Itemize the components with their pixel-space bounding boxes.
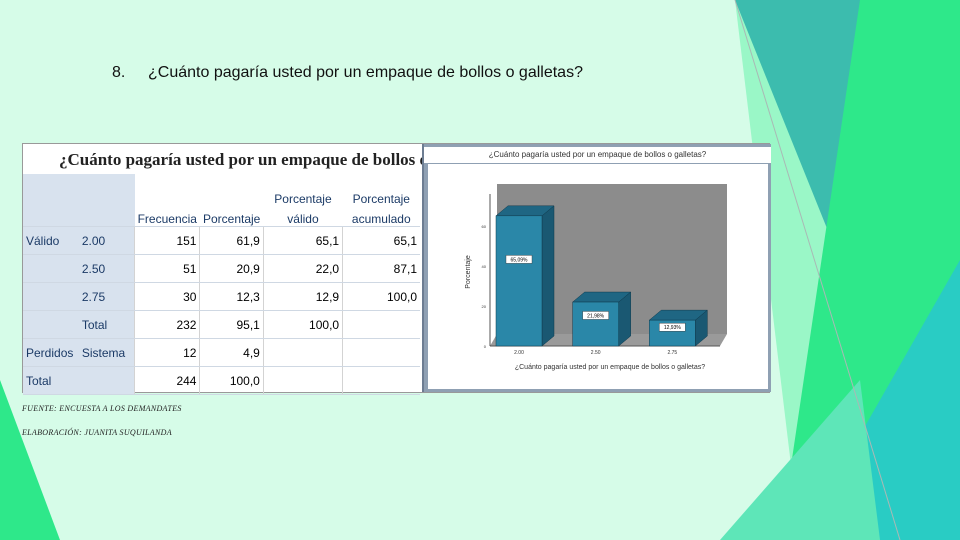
bars-group: 65,09% 21,98% 12,93%	[495, 205, 709, 347]
col-header-porcentaje-acumulado: Porcentaje acumulado	[342, 174, 420, 227]
y-axis-label: Porcentaje	[465, 255, 472, 289]
deco-shape-left-green	[0, 380, 60, 540]
y-tick-label: 0	[484, 344, 487, 349]
y-tick-label: 60	[482, 224, 487, 229]
col-header-porcentaje: Porcentaje	[199, 174, 264, 227]
plot-backwall	[497, 184, 727, 334]
deco-shape-right-low	[720, 380, 880, 540]
x-axis-ticks: 2.00 2.50 2.75	[514, 350, 677, 356]
bar-front	[495, 215, 543, 347]
table-row: 2.75 30 12,3 12,9 100,0	[23, 282, 420, 311]
x-tick-label: 2.00	[514, 350, 524, 356]
table-row: Válido 2.00 151 61,9 65,1 65,1	[23, 226, 420, 255]
slide-number: 8.	[112, 64, 126, 81]
bar-front	[572, 301, 619, 347]
bar-side	[541, 205, 555, 347]
frequency-table-panel: ¿Cuánto pagaría usted por un empaque de …	[23, 144, 496, 395]
col-header-frecuencia: Frecuencia	[134, 174, 200, 227]
credit-note: ELABORACIÓN: JUANITA SUQUILANDA	[22, 428, 172, 437]
y-tick-label: 40	[482, 264, 487, 269]
bar-chart-panel: ¿Cuánto pagaría usted por un empaque de …	[422, 144, 771, 392]
data-label: 21,98%	[587, 313, 605, 319]
source-notes: FUENTE: ENCUESTA A LOS DEMANDATES ELABOR…	[22, 404, 182, 452]
data-label: 65,09%	[511, 257, 529, 263]
frequency-table: Frecuencia Porcentaje Porcentaje válido P…	[23, 174, 420, 395]
figure-panel: ¿Cuánto pagaría usted por un empaque de …	[22, 143, 771, 395]
bar-chart: 0 20 40 60 Porcentaje 65,09% 21,98% 12,93% 2.…	[428, 164, 768, 389]
chart-title: ¿Cuánto pagaría usted por un empaque de …	[424, 147, 771, 163]
x-tick-label: 2.50	[591, 350, 601, 356]
data-label-box	[659, 322, 686, 332]
col-header-porcentaje-valido: Porcentaje válido	[263, 174, 343, 227]
table-row: Total 244 100,0	[23, 366, 420, 395]
deco-line	[734, 0, 901, 540]
table-title: ¿Cuánto pagaría usted por un empaque de …	[59, 150, 496, 169]
bar-2.75: 12,93%	[648, 309, 709, 347]
data-label-box	[505, 255, 533, 264]
table-row: 2.50 51 20,9 22,0 87,1	[23, 254, 420, 283]
table-row: Total 232 95,1 100,0	[23, 310, 420, 339]
slide-heading: 8. ¿Cuánto pagaría usted por un empaque d…	[112, 64, 583, 82]
x-axis-label: ¿Cuánto pagaría usted por un empaque de …	[515, 364, 705, 371]
data-label: 12,93%	[664, 325, 682, 331]
bar-2.50: 21,98%	[571, 291, 632, 347]
data-label-box	[582, 311, 609, 320]
table-row: Perdidos Sistema 12 4,9	[23, 338, 420, 367]
slide-question: ¿Cuánto pagaría usted por un empaque de …	[148, 64, 583, 81]
source-note: FUENTE: ENCUESTA A LOS DEMANDATES	[22, 404, 182, 413]
bar-2.00: 65,09%	[495, 205, 555, 347]
x-tick-label: 2.75	[667, 350, 677, 356]
table-header-row: Frecuencia Porcentaje Porcentaje válido P…	[23, 174, 420, 227]
y-tick-label: 20	[482, 304, 487, 309]
y-axis-ticks: 0 20 40 60	[482, 224, 487, 349]
